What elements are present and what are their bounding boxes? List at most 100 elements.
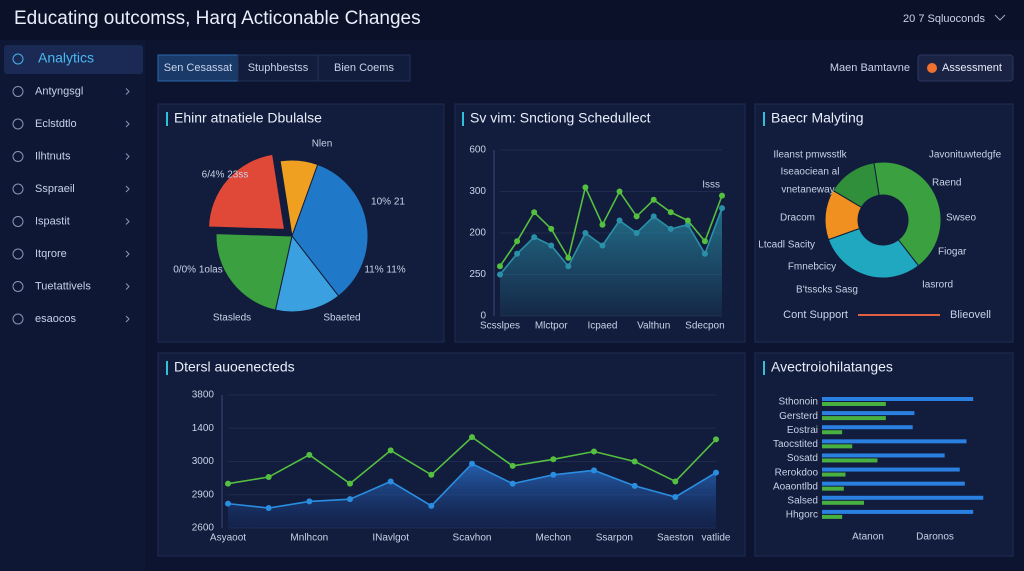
panel [754,103,1014,343]
title-accent [166,112,168,126]
annotation: 10% 21 [371,197,405,208]
annotation: 6/4% 23ss [202,170,249,181]
point [347,496,353,503]
nav-chevron [125,120,130,128]
nav-chevron [125,88,130,95]
title-accent [462,112,464,126]
x-tick-label: Mnlhcon [290,533,328,544]
nav-item[interactable]: Ilhtnuts [35,150,71,162]
x-tick-label: Ssarpon [596,533,633,544]
annotation: Fmnebcicy [788,262,836,273]
bar [822,411,915,416]
bar [822,481,965,486]
annotation: Nlen [312,139,333,150]
point [650,196,657,203]
annotation: Ileanst pmwsstlk [773,150,847,161]
nav-chevron [125,250,130,258]
tab-label[interactable]: Sen Cesassat [164,62,232,74]
point [550,456,557,463]
annotation: Fiogar [938,247,967,258]
button-icon [927,63,937,73]
point [550,471,557,478]
title-accent [166,361,168,375]
y-tick-label: Aoaontlbd [773,481,818,492]
point [582,184,589,191]
header [0,0,1024,40]
bar [822,416,886,421]
nav-item[interactable]: esaocos [35,313,76,325]
y-tick-label: Sthonoin [779,397,818,408]
tab[interactable] [317,54,411,82]
tab-active[interactable] [157,54,239,82]
point [616,217,623,224]
point [667,209,674,216]
nav-item[interactable]: Antyngsgl [35,85,83,97]
point [509,480,516,487]
tab-label[interactable]: Bien Coems [334,62,394,74]
y-tick-label: Salsed [787,495,818,506]
point [469,434,475,441]
point [531,234,538,241]
point [631,482,638,489]
point [428,502,435,509]
y-tick-label: 3800 [192,390,215,401]
point [531,209,538,216]
point [565,263,572,270]
point [713,469,719,476]
nav-item[interactable]: Tuetattivels [35,280,91,292]
bar [822,467,960,472]
x-tick-label: Scavhon [453,533,492,544]
nav-item[interactable]: Eclstdtlo [35,118,77,130]
annotation: B'tsscks Sasg [796,285,858,296]
panel-title: Dtersl auoenecteds [174,359,295,375]
point [599,221,606,228]
nav-icon [12,151,24,162]
nav-chevron [125,315,130,323]
x-tick-label: Sdecpon [685,321,724,332]
sidebar [0,40,145,571]
slice [208,153,286,230]
nav-item[interactable]: Analytics [38,50,94,66]
point [265,474,272,481]
point [631,458,638,465]
active-item[interactable] [4,45,143,74]
bar [822,444,853,449]
bar [822,486,844,491]
bar [822,500,864,505]
nav-icon [12,216,24,227]
nav-item[interactable]: Itqrore [35,248,67,260]
nav-item[interactable]: Ispastit [35,215,70,227]
y-tick-label: Rerokdoo [775,467,819,478]
title-accent [763,112,765,126]
bar [822,514,843,519]
nav-item[interactable]: Sspraeil [35,183,75,195]
point [265,505,272,512]
y-tick-label: Sosatd [787,453,818,464]
status: 20 7 Sqluoconds [903,13,985,25]
button-label[interactable]: Assessment [942,62,1002,74]
nav-chevron [125,153,130,160]
slice [291,163,369,297]
y-tick-label: 250 [469,269,486,280]
x-tick-label: Mlctpor [535,321,568,332]
y-tick-label: 3000 [192,456,215,467]
bar [822,458,878,463]
nav-chevron [125,185,130,193]
point [514,250,521,257]
x-tick-label: Asyaoot [210,533,246,544]
title-accent [763,361,765,375]
assessment-button[interactable] [917,54,1014,82]
point [701,250,708,257]
slice [215,233,293,311]
nav-icon [12,118,24,130]
y-tick-label: Hhgorc [786,510,818,521]
annotation: Dracom [780,213,815,224]
tab-label[interactable]: Stuphbestss [248,62,309,74]
bar [822,402,886,406]
line [499,184,723,267]
point [497,263,503,270]
point [514,238,521,245]
point [548,242,555,249]
chevron[interactable] [994,14,1006,21]
